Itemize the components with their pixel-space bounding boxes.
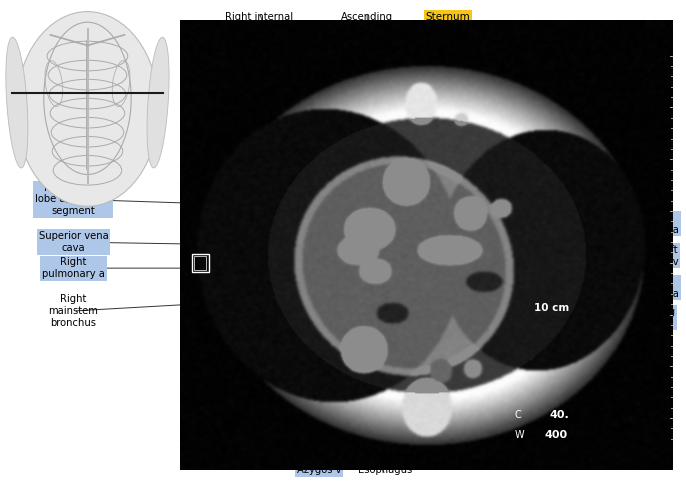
Text: Sternum: Sternum bbox=[425, 12, 471, 22]
Text: Ascending
aorta: Ascending aorta bbox=[341, 12, 393, 34]
Text: W: W bbox=[514, 430, 524, 440]
Text: 400: 400 bbox=[544, 430, 567, 440]
Ellipse shape bbox=[16, 12, 159, 206]
Text: Superior left
pulmonary v: Superior left pulmonary v bbox=[616, 245, 678, 267]
Text: Superior vena
cava: Superior vena cava bbox=[38, 231, 108, 253]
Text: C: C bbox=[514, 410, 521, 420]
Text: Right internal
thoracic a and v: Right internal thoracic a and v bbox=[219, 12, 300, 34]
Text: Right upper
lobe a, anterior
segment: Right upper lobe a, anterior segment bbox=[35, 183, 112, 216]
Text: Right
pulmonary a: Right pulmonary a bbox=[42, 257, 105, 279]
Text: Main
pulmonary a: Main pulmonary a bbox=[616, 213, 679, 235]
Bar bbox=[192, 254, 209, 272]
Text: Azygos v: Azygos v bbox=[297, 465, 341, 475]
Ellipse shape bbox=[6, 37, 28, 168]
Text: 40.: 40. bbox=[549, 410, 569, 420]
Ellipse shape bbox=[147, 37, 169, 168]
Text: Esophagus: Esophagus bbox=[358, 465, 413, 475]
Text: Left
pulmonary a: Left pulmonary a bbox=[616, 277, 679, 299]
Bar bbox=[193, 256, 206, 270]
Text: Right
mainstem
bronchus: Right mainstem bronchus bbox=[49, 294, 98, 328]
Text: Descending
aorta: Descending aorta bbox=[616, 307, 675, 328]
Text: Left
mainstem
bronchus: Left mainstem bronchus bbox=[616, 360, 666, 393]
Text: 10 cm: 10 cm bbox=[534, 303, 569, 313]
